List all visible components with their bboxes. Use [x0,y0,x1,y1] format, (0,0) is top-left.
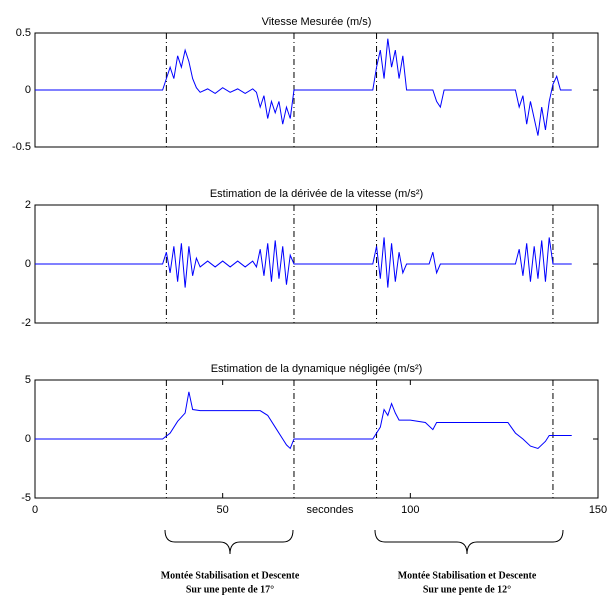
annotation: Sur une pente de 12° [423,584,511,595]
subplot-title: Estimation de la dynamique négligée (m/s… [211,363,423,375]
y-tick-label: 2 [25,199,31,211]
y-tick-label: 5 [25,374,31,386]
annotation: Montée Stabilisation et Descente [161,570,300,581]
x-tick-label: 50 [217,504,229,516]
y-tick-label: -2 [21,317,31,329]
annotation: Montée Stabilisation et Descente [398,570,537,581]
x-axis-label: secondes [306,504,354,516]
annotation: Sur une pente de 17° [186,584,274,595]
y-tick-label: 0.5 [16,27,31,39]
x-tick-label: 0 [32,504,38,516]
y-tick-label: 0 [25,433,31,445]
brace [164,529,294,555]
x-tick-label: 100 [401,504,419,516]
subplot-title: Estimation de la dérivée de la vitesse (… [210,188,423,200]
subplot-title: Vitesse Mesurée (m/s) [262,16,372,28]
y-tick-label: -5 [21,492,31,504]
y-tick-label: -0.5 [12,141,31,153]
x-tick-label: 150 [589,504,607,516]
series-line [35,391,572,450]
brace [374,529,564,555]
series-line [35,237,572,288]
y-tick-label: 0 [25,258,31,270]
y-tick-label: 0 [25,84,31,96]
series-line [35,38,572,136]
